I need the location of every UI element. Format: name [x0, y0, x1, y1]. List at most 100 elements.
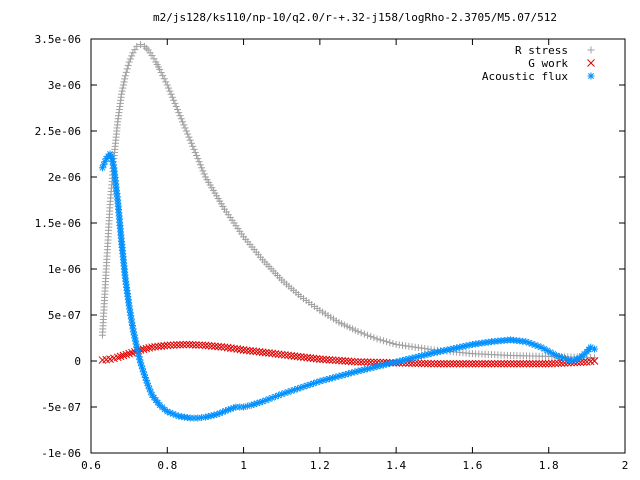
series-marker — [165, 84, 173, 92]
series-marker — [335, 356, 343, 365]
series-marker — [227, 344, 235, 352]
data-point — [373, 335, 381, 343]
data-point — [522, 338, 530, 346]
data-point — [175, 412, 183, 420]
series-marker — [481, 359, 489, 368]
series-marker — [120, 78, 128, 86]
data-point — [171, 99, 179, 107]
series-marker — [293, 352, 302, 361]
data-point — [537, 343, 545, 351]
series-marker — [341, 357, 350, 365]
series-marker — [265, 349, 273, 357]
x-tick-label: 1.8 — [539, 459, 559, 472]
data-point — [239, 346, 248, 354]
series-marker — [519, 359, 528, 368]
data-point — [140, 371, 148, 379]
series-marker — [484, 359, 493, 368]
series-marker — [364, 331, 372, 339]
series-marker — [198, 341, 207, 350]
data-point — [583, 358, 591, 366]
series-marker — [179, 118, 187, 126]
data-point — [392, 358, 400, 366]
series-marker — [268, 394, 276, 402]
y-tick-label: 0 — [74, 355, 81, 368]
series-marker — [271, 349, 280, 358]
series-marker — [306, 354, 315, 362]
series-marker — [417, 359, 426, 368]
series-marker — [191, 148, 199, 156]
series-marker — [123, 65, 131, 73]
data-point — [194, 155, 202, 163]
series-marker — [503, 359, 512, 368]
series-marker — [281, 351, 289, 359]
series-marker — [528, 359, 537, 368]
series-marker — [322, 355, 331, 364]
series-marker — [195, 341, 203, 349]
series-marker — [328, 356, 337, 364]
series-marker — [284, 351, 292, 360]
legend-marker — [587, 59, 595, 67]
series-marker — [173, 106, 181, 114]
data-point — [144, 382, 152, 390]
series-marker — [211, 342, 219, 351]
series-marker — [177, 115, 185, 123]
data-point — [114, 196, 122, 204]
legend-label: Acoustic flux — [482, 70, 568, 83]
series-marker — [169, 341, 178, 349]
y-tick-label: 2.5e-06 — [35, 125, 81, 138]
series-g-work — [98, 340, 599, 368]
series-marker — [159, 72, 167, 80]
data-point — [156, 65, 164, 73]
data-point — [118, 237, 126, 245]
series-marker — [383, 338, 391, 346]
series-marker — [513, 359, 521, 368]
series-marker — [261, 348, 270, 357]
data-point — [354, 358, 362, 366]
data-point — [125, 302, 133, 310]
x-tick-label: 1.2 — [310, 459, 330, 472]
series-marker — [543, 347, 551, 355]
series-marker — [386, 339, 394, 347]
series-marker — [126, 55, 134, 63]
series-marker — [124, 61, 132, 69]
series-marker — [370, 334, 378, 342]
data-point — [575, 354, 583, 362]
y-tick-label: 5e-07 — [48, 309, 81, 322]
data-point — [278, 390, 286, 398]
series-marker — [312, 354, 321, 363]
series-marker — [303, 353, 311, 362]
series-marker — [118, 87, 126, 95]
data-point — [468, 340, 476, 348]
series-marker — [306, 380, 314, 388]
series-marker — [452, 359, 461, 368]
series-marker — [236, 345, 245, 354]
series-marker — [455, 359, 464, 368]
data-point — [468, 350, 476, 358]
data-point — [544, 359, 553, 368]
series-marker — [121, 75, 129, 83]
series-marker — [255, 348, 264, 356]
data-point — [201, 173, 209, 181]
y-tick-label: -1e-06 — [41, 447, 81, 460]
series-marker — [230, 344, 238, 353]
series-marker — [136, 356, 144, 364]
series-marker — [532, 359, 540, 368]
series-marker — [433, 359, 442, 368]
data-point — [232, 403, 240, 411]
series-marker — [170, 96, 178, 104]
series-marker — [162, 78, 170, 86]
series-marker — [309, 354, 318, 363]
series-marker — [131, 46, 139, 54]
series-marker — [363, 358, 372, 367]
series-marker — [465, 359, 474, 368]
data-point — [507, 351, 515, 359]
legend-label: R stress — [515, 44, 568, 57]
data-point — [240, 403, 248, 411]
series-marker — [424, 359, 432, 368]
data-point — [240, 233, 248, 241]
series-marker — [497, 359, 505, 368]
series-marker — [389, 340, 397, 348]
series-marker — [287, 351, 296, 360]
series-marker — [471, 359, 480, 368]
